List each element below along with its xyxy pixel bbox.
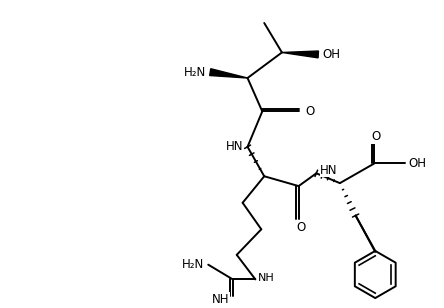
Polygon shape [210, 69, 248, 78]
Text: OH: OH [322, 48, 340, 61]
Text: HN: HN [226, 140, 244, 153]
Text: NH: NH [212, 293, 230, 306]
Text: HN: HN [320, 164, 338, 177]
Text: O: O [296, 221, 305, 234]
Text: H₂N: H₂N [182, 258, 204, 271]
Text: NH: NH [258, 274, 275, 283]
Text: O: O [305, 105, 315, 118]
Text: H₂N: H₂N [184, 66, 206, 79]
Text: OH: OH [408, 157, 427, 170]
Text: O: O [372, 131, 381, 144]
Polygon shape [282, 51, 318, 58]
